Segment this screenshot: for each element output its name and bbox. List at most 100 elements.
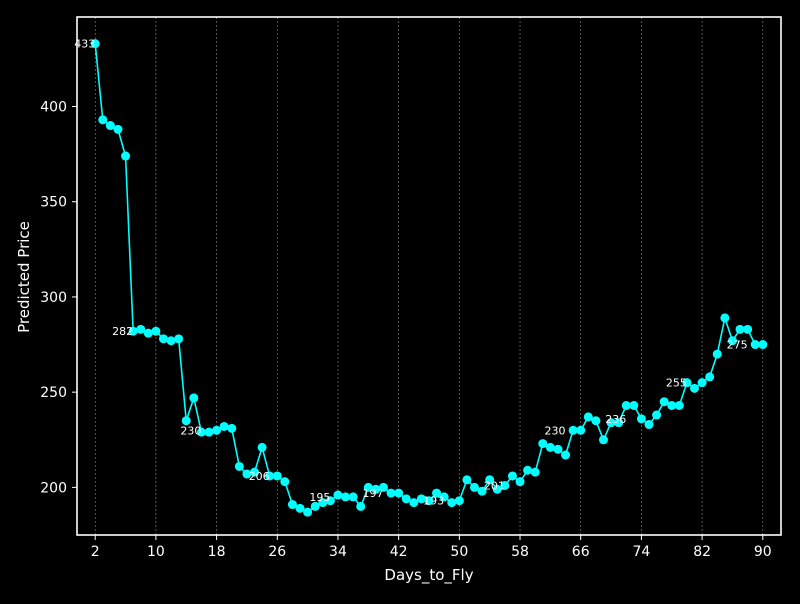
data-point (219, 421, 229, 431)
data-point (295, 503, 305, 513)
data-point (136, 324, 146, 334)
data-point (470, 482, 480, 492)
data-point (424, 496, 434, 506)
x-tick-label: 34 (329, 544, 347, 560)
data-point (287, 500, 297, 510)
data-point (250, 467, 260, 477)
data-point (462, 475, 472, 485)
data-point (743, 324, 753, 334)
data-point (181, 416, 191, 426)
data-point (553, 444, 563, 454)
data-point (568, 425, 578, 435)
data-point (318, 498, 328, 508)
data-point (447, 498, 457, 508)
data-point (758, 340, 768, 350)
data-point (416, 494, 426, 504)
data-point (303, 507, 313, 517)
x-axis-label: Days_to_Fly (384, 566, 473, 585)
data-point (720, 313, 730, 323)
data-point (272, 471, 282, 481)
data-point (690, 383, 700, 393)
x-tick-label: 74 (632, 544, 650, 560)
data-point (697, 378, 707, 388)
y-tick-label: 400 (40, 100, 67, 116)
data-point (682, 378, 692, 388)
x-tick-label: 26 (268, 544, 286, 560)
data-point (363, 482, 373, 492)
data-point (636, 414, 646, 424)
y-axis-label: Predicted Price (15, 221, 33, 333)
x-tick-label: 2 (91, 544, 100, 560)
x-axis: 2 10 18 26 34 42 50 58 66 74 82 90 (91, 535, 772, 560)
data-point (652, 410, 662, 420)
data-point (196, 427, 206, 437)
data-label: 236 (605, 413, 626, 426)
data-point (158, 334, 168, 344)
data-point (394, 488, 404, 498)
y-axis: 200 250 300 350 400 (40, 100, 77, 496)
data-point (674, 401, 684, 410)
data-point (454, 496, 464, 506)
data-point (121, 151, 131, 161)
data-point (576, 425, 586, 435)
x-tick-label: 18 (208, 544, 226, 560)
data-point (265, 471, 275, 481)
data-point (561, 450, 571, 460)
data-point (500, 480, 510, 490)
data-point (151, 326, 161, 336)
data-point (485, 475, 495, 485)
data-label: 230 (545, 424, 566, 437)
data-point (325, 496, 335, 506)
plot-frame (76, 16, 782, 536)
data-point (727, 336, 737, 346)
data-point (143, 328, 153, 338)
data-point (591, 416, 601, 426)
data-label: 197 (362, 487, 383, 500)
data-point (174, 334, 184, 344)
data-point (598, 435, 608, 445)
data-label: 433 (74, 38, 95, 51)
data-point (492, 484, 502, 494)
data-point (257, 442, 267, 452)
data-point (705, 372, 715, 382)
data-point (356, 501, 366, 511)
x-tick-label: 66 (572, 544, 590, 560)
data-point (189, 393, 199, 403)
data-label: 230 (180, 424, 201, 437)
x-tick-label: 82 (693, 544, 711, 560)
data-point (212, 425, 222, 435)
data-point (439, 492, 449, 502)
data-point (242, 469, 252, 479)
data-point (409, 498, 419, 508)
data-point (386, 488, 396, 498)
data-label: 275 (727, 339, 748, 352)
y-tick-label: 200 (40, 480, 67, 496)
data-point (530, 467, 540, 477)
data-point (333, 490, 343, 500)
data-point (204, 427, 214, 437)
data-label: 193 (423, 495, 444, 508)
data-point (113, 124, 123, 134)
data-point (735, 324, 745, 334)
data-label: 201 (484, 479, 505, 492)
y-tick-label: 300 (40, 290, 67, 306)
data-point (477, 486, 487, 496)
data-labels: 433 282 230 206 195 197 193 201 230 236 255 275 (74, 38, 747, 508)
data-point (515, 477, 525, 487)
data-point (614, 418, 624, 428)
data-point (621, 401, 631, 410)
data-point (348, 492, 358, 502)
data-point (401, 494, 411, 504)
data-point (280, 477, 290, 487)
data-point (166, 336, 176, 346)
data-point (90, 39, 100, 49)
data-point (105, 121, 115, 131)
data-point (507, 471, 517, 481)
data-point (227, 423, 237, 433)
series-layer (90, 39, 768, 517)
data-point (667, 401, 677, 410)
x-tick-label: 42 (390, 544, 408, 560)
data-point (538, 439, 548, 449)
